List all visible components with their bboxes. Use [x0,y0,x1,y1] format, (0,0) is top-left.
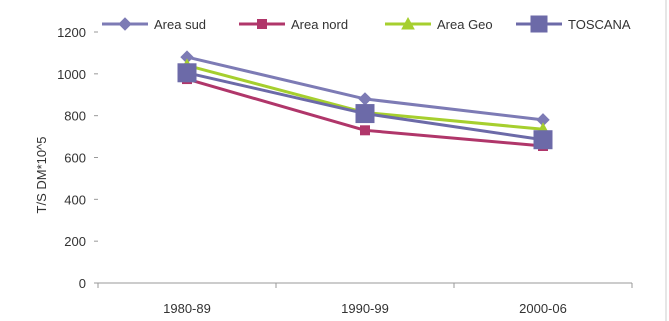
legend-label: Area Geo [437,17,493,32]
x-tick-label: 2000-06 [519,301,567,316]
series-toscana [177,63,553,150]
x-tick-label: 1990-99 [341,301,389,316]
y-tick-label: 0 [79,276,86,291]
legend-marker [401,16,415,30]
data-point [355,104,375,124]
y-tick-label: 800 [64,109,86,124]
legend-marker [118,17,132,31]
legend-entry: TOSCANA [516,15,631,33]
y-axis: 0 200 400 600 800 1000 1200 [57,25,98,291]
series-area-sud [180,50,550,127]
legend-entry: Area Geo [385,16,493,32]
series-layer [177,50,553,151]
data-point [177,63,197,83]
legend-entry: Area sud [102,17,206,32]
y-tick-label: 1200 [57,25,86,40]
legend-label: Area nord [291,17,348,32]
y-axis-title: T/S DM*10^5 [34,137,49,214]
legend-label: Area sud [154,17,206,32]
legend-label: TOSCANA [568,17,631,32]
x-axis: 1980-89 1990-99 2000-06 [97,282,633,316]
data-point [360,125,370,136]
x-tick-label: 1980-89 [163,301,211,316]
legend-entry: Area nord [239,17,348,32]
data-point [533,130,553,150]
y-tick-label: 600 [64,151,86,166]
legend-marker [530,15,548,33]
y-tick-label: 1000 [57,67,86,82]
legend-marker [257,19,267,29]
legend: Area sud Area nord Area Geo TOSCANA [102,15,631,33]
data-point [358,92,372,106]
y-tick-label: 200 [64,234,86,249]
y-tick-label: 400 [64,192,86,207]
